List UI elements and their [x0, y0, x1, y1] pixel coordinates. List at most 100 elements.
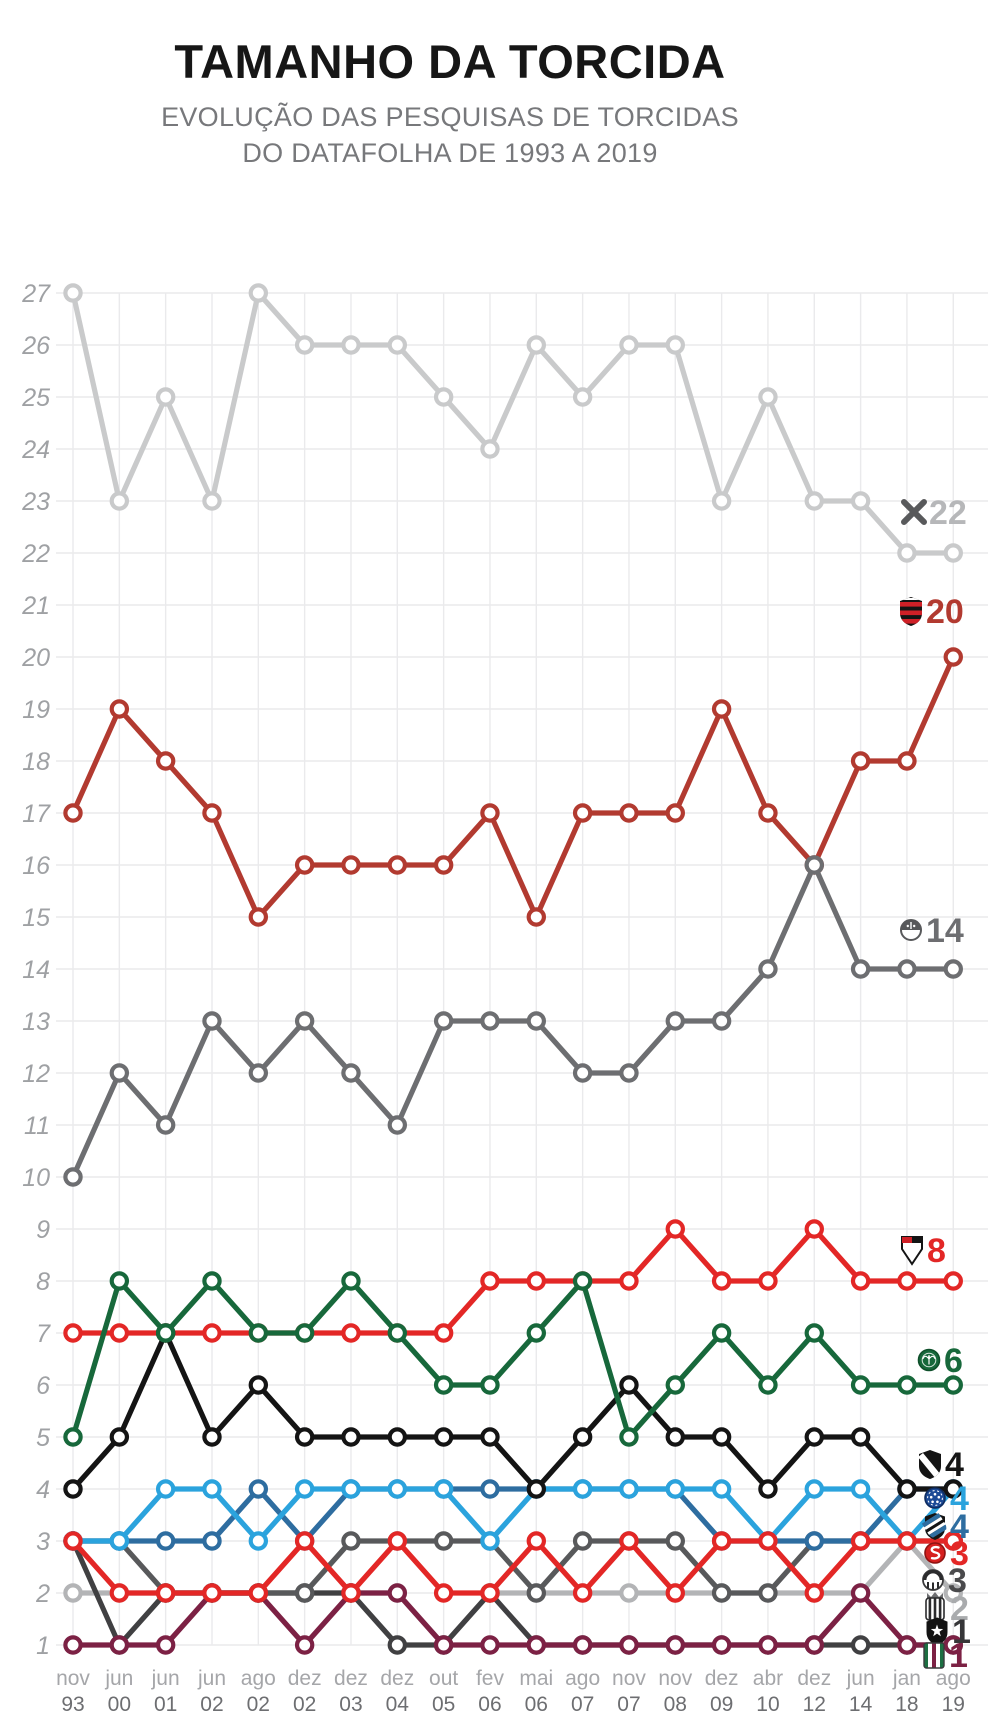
internacional-line: [70, 1538, 956, 1596]
flamengo-value-label: 20: [926, 593, 964, 631]
internacional-badge-icon: [924, 1542, 946, 1564]
y-tick-24: 24: [21, 436, 50, 464]
x-axis-tick-labels: nov 93 jun 00 jun 01 jun 02 ago 02 dez 02 dez 03 dez 04…: [56, 1667, 971, 1716]
x-tick-abr-10: abr 10: [753, 1667, 783, 1716]
sao-paulo-value-label: 8: [927, 1232, 946, 1270]
svg-text:out: out: [429, 1667, 458, 1690]
svg-text:19: 19: [942, 1693, 965, 1716]
y-tick-20: 20: [21, 644, 50, 672]
y-tick-14: 14: [22, 956, 50, 984]
subtitle-line-2: DO DATAFOLHA DE 1993 A 2019: [242, 138, 658, 168]
svg-text:12: 12: [803, 1693, 826, 1716]
nenhum-series: [63, 283, 963, 563]
y-tick-23: 23: [21, 488, 50, 516]
flamengo-legend-entry: 20: [900, 593, 964, 631]
flamengo-badge-icon: [900, 597, 922, 626]
svg-text:jun: jun: [104, 1667, 133, 1690]
x-tick-dez-09: dez 09: [705, 1667, 739, 1716]
nenhum-value-label: 22: [929, 494, 967, 532]
y-tick-26: 26: [21, 332, 50, 360]
chart-subtitle: EVOLUÇÃO DAS PESQUISAS DE TORCIDAS DO DA…: [0, 99, 900, 171]
vasco-markers: [63, 1323, 963, 1499]
fluminense-badge-icon: [923, 1642, 945, 1669]
y-tick-2: 2: [35, 1580, 50, 1608]
svg-text:dez: dez: [797, 1667, 831, 1690]
x-tick-ago-07: ago 07: [565, 1667, 600, 1716]
gridlines: [56, 292, 988, 1646]
y-tick-6: 6: [36, 1372, 50, 1400]
svg-text:ago: ago: [936, 1667, 971, 1690]
palmeiras-legend-entry: 6: [917, 1342, 963, 1380]
svg-text:dez: dez: [705, 1667, 739, 1690]
y-tick-4: 4: [36, 1476, 50, 1504]
x-tick-jun-00: jun 00: [104, 1667, 133, 1716]
x-mark-badge-icon: [901, 499, 927, 525]
svg-text:dez: dez: [288, 1667, 322, 1690]
svg-text:ago: ago: [565, 1667, 600, 1690]
corinthians-markers: [63, 855, 963, 1187]
atletico-badge-icon: [925, 1592, 945, 1621]
y-tick-7: 7: [36, 1320, 51, 1348]
svg-text:10: 10: [756, 1693, 779, 1716]
cruzeiro-badge-icon: [924, 1487, 946, 1509]
y-tick-18: 18: [22, 748, 50, 776]
gremio-value-label: 4: [950, 1508, 969, 1546]
y-tick-12: 12: [22, 1060, 50, 1088]
svg-text:jan: jan: [892, 1667, 921, 1690]
internacional-markers: [63, 1531, 963, 1603]
x-tick-ago-19: ago 19: [936, 1667, 971, 1716]
nenhum-legend-entry: 22: [901, 494, 967, 532]
atletico-mg-legend-entry: 2: [925, 1590, 969, 1628]
x-tick-jan-18: jan 18: [892, 1667, 921, 1716]
svg-text:08: 08: [664, 1693, 687, 1716]
vasco-badge-icon: [919, 1450, 941, 1479]
corinthians-value-label: 14: [926, 912, 964, 950]
x-tick-dez-12: dez 12: [797, 1667, 831, 1716]
y-tick-25: 25: [21, 384, 50, 412]
cruzeiro-line: [70, 1486, 956, 1544]
svg-text:14: 14: [849, 1693, 873, 1716]
x-tick-ago-02: ago 02: [241, 1667, 276, 1716]
svg-text:02: 02: [200, 1693, 223, 1716]
x-tick-dez-04: dez 04: [380, 1667, 414, 1716]
svg-text:00: 00: [108, 1693, 131, 1716]
x-tick-jun-14: jun 14: [846, 1667, 875, 1716]
svg-text:nov: nov: [56, 1667, 90, 1690]
y-tick-19: 19: [22, 696, 50, 724]
vasco-value-label: 4: [945, 1446, 964, 1484]
palmeiras-badge-icon: [917, 1348, 941, 1372]
y-tick-8: 8: [36, 1268, 50, 1296]
flamengo-series: [63, 647, 963, 927]
svg-text:dez: dez: [380, 1667, 414, 1690]
svg-text:02: 02: [293, 1693, 316, 1716]
svg-text:03: 03: [339, 1693, 362, 1716]
palmeiras-line: [70, 1278, 956, 1440]
svg-text:nov: nov: [612, 1667, 646, 1690]
vasco-line: [70, 1330, 956, 1492]
corinthians-badge-icon: [900, 919, 922, 941]
botafogo-legend-entry: 1: [926, 1613, 971, 1651]
x-tick-jun-01: jun 01: [151, 1667, 180, 1716]
vasco-legend-entry: 4: [919, 1446, 964, 1484]
palmeiras-value-label: 6: [944, 1342, 963, 1380]
internacional-value-label: 3: [950, 1535, 969, 1573]
y-tick-16: 16: [22, 852, 50, 880]
y-tick-9: 9: [36, 1216, 50, 1244]
y-tick-5: 5: [36, 1424, 50, 1452]
gremio-badge-icon: [919, 1510, 951, 1541]
y-tick-3: 3: [36, 1528, 50, 1556]
y-tick-22: 22: [21, 540, 50, 568]
fluminense-legend-entry: 1: [923, 1637, 968, 1675]
x-tick-out-05: out 05: [429, 1667, 458, 1716]
svg-text:01: 01: [154, 1693, 177, 1716]
santos-legend-entry: 3: [922, 1562, 967, 1600]
internacional-legend-entry: 3: [924, 1535, 969, 1573]
svg-text:07: 07: [571, 1693, 594, 1716]
svg-text:09: 09: [710, 1693, 733, 1716]
nenhum-markers: [63, 283, 963, 563]
corinthians-series: [63, 855, 963, 1187]
gremio-legend-entry: 4: [919, 1508, 969, 1546]
santos-badge-icon: [922, 1569, 944, 1591]
santos-value-label: 3: [948, 1562, 967, 1600]
